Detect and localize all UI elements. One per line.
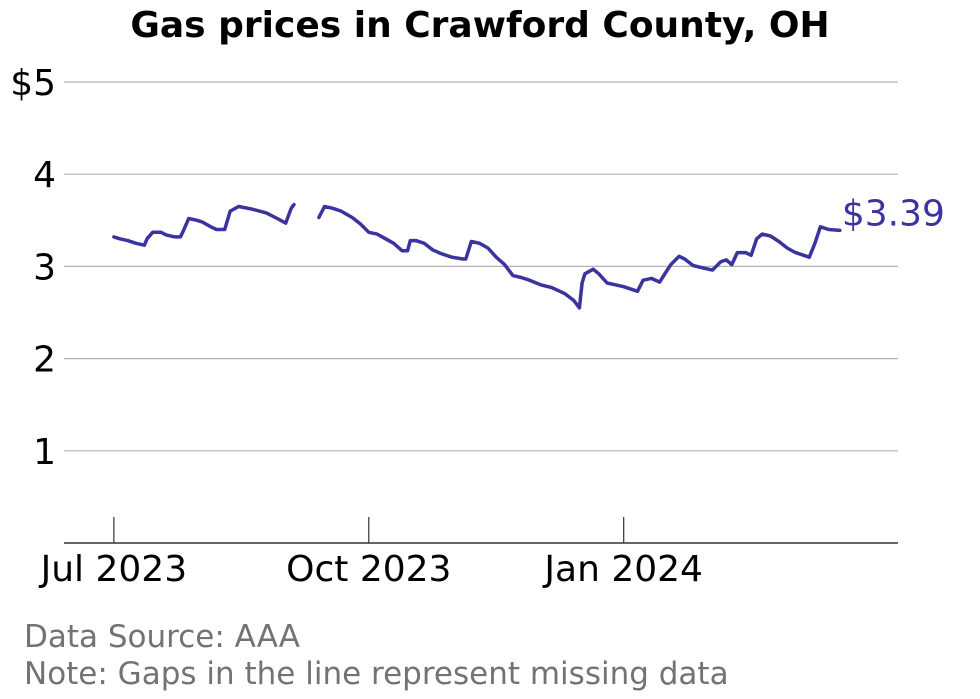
price-series (112, 202, 842, 310)
chart-title: Gas prices in Crawford County, OH (130, 5, 829, 46)
x-tick-label: Jul 2023 (39, 549, 188, 590)
y-tick-label: 3 (33, 247, 56, 288)
y-tick-label: 1 (33, 432, 56, 473)
data-source-note: Data Source: AAA (24, 619, 300, 655)
latest-price-label: $3.39 (842, 193, 945, 234)
x-tick-label: Oct 2023 (286, 549, 451, 590)
y-tick-label: $5 (10, 63, 56, 104)
x-tick-label: Jan 2024 (542, 549, 703, 590)
y-tick-label: 4 (33, 155, 56, 196)
y-axis-tick-labels: 1 2 3 4 $5 (10, 63, 56, 473)
price-line-segment-2 (317, 204, 842, 310)
price-line-segment-1 (112, 202, 296, 247)
y-tick-label: 2 (33, 340, 56, 381)
gridlines (64, 81, 898, 452)
x-axis: Jul 2023 Oct 2023 Jan 2024 (39, 517, 898, 590)
missing-data-note: Note: Gaps in the line represent missing… (24, 656, 729, 692)
